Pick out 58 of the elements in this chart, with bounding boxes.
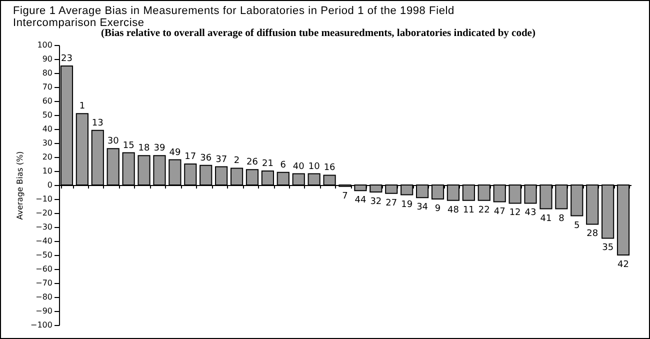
- x-tick-label: 26: [246, 158, 258, 168]
- x-tick-label: 28: [586, 229, 598, 240]
- x-tick-label: 18: [138, 144, 150, 154]
- x-tick-label: 2: [234, 156, 240, 166]
- x-tick-label: 36: [200, 153, 212, 164]
- x-tick-label: 5: [574, 220, 580, 231]
- x-tick-label: 1: [79, 102, 86, 112]
- x-tick-label: 32: [370, 197, 382, 207]
- x-tick-label: 10: [308, 162, 320, 172]
- y-tick-label: 80: [42, 68, 52, 78]
- x-tick-label: 40: [292, 162, 305, 172]
- x-tick-label: 37: [216, 154, 228, 165]
- x-tick-label: 19: [401, 200, 413, 210]
- y-tick-label: 0: [47, 180, 52, 190]
- x-tick-label: 21: [262, 159, 274, 169]
- y-tick-label: −50: [36, 250, 52, 260]
- x-tick-label: 44: [354, 196, 366, 206]
- y-tick-label: 20: [42, 152, 52, 162]
- y-tick-label: 60: [42, 96, 52, 106]
- x-tick-label: 9: [434, 204, 441, 214]
- y-tick-label: 90: [42, 54, 52, 64]
- x-tick-label: 15: [122, 140, 134, 151]
- y-tick-label: −10: [36, 194, 52, 204]
- y-tick-label: −70: [36, 278, 52, 288]
- x-tick-label: 27: [386, 198, 398, 208]
- x-tick-label: 11: [462, 205, 474, 216]
- y-tick-label: 50: [42, 110, 52, 120]
- x-tick-label: 6: [280, 160, 286, 170]
- y-tick-label: −60: [36, 264, 52, 274]
- y-axis-title: Average Bias (%): [16, 151, 25, 220]
- x-tick-label: 23: [61, 54, 72, 64]
- y-tick-label: 100: [37, 40, 52, 50]
- chart-subtitle: (Bias relative to overall average of diffusion tube measuredments, laboratories indicated by code): [101, 28, 536, 39]
- x-tick-label: 13: [92, 118, 104, 128]
- y-tick-label: −20: [36, 208, 52, 218]
- x-tick-label: 34: [416, 202, 428, 213]
- y-tick-label: 40: [42, 124, 52, 134]
- y-tick-label: −100: [30, 320, 52, 330]
- x-tick-label: 35: [602, 243, 614, 254]
- x-tick-label: 41: [540, 214, 552, 224]
- x-tick-label: 48: [447, 205, 460, 216]
- y-tick-label: −90: [36, 306, 52, 316]
- x-tick-label: 47: [494, 206, 506, 217]
- x-tick-label: 42: [618, 260, 629, 270]
- chart-title: Figure 1 Average Bias in Measurements for Laboratories in Period 1 of the 1998 Field Intercomparison Exercise: [13, 5, 454, 29]
- y-tick-label: 70: [42, 82, 52, 92]
- x-tick-label: 8: [558, 214, 565, 224]
- x-tick-label: 7: [342, 191, 348, 202]
- x-tick-label: 22: [478, 205, 490, 216]
- y-tick-label: −40: [36, 236, 52, 246]
- x-tick-label: 17: [184, 152, 196, 162]
- y-tick-label: −80: [36, 292, 52, 302]
- x-tick-label: 49: [169, 148, 181, 158]
- x-tick-label: 12: [509, 208, 521, 218]
- y-tick-label: −30: [36, 222, 52, 232]
- x-tick-label: 16: [324, 163, 336, 174]
- x-tick-label: 43: [524, 208, 536, 218]
- x-tick-label: 39: [154, 144, 166, 154]
